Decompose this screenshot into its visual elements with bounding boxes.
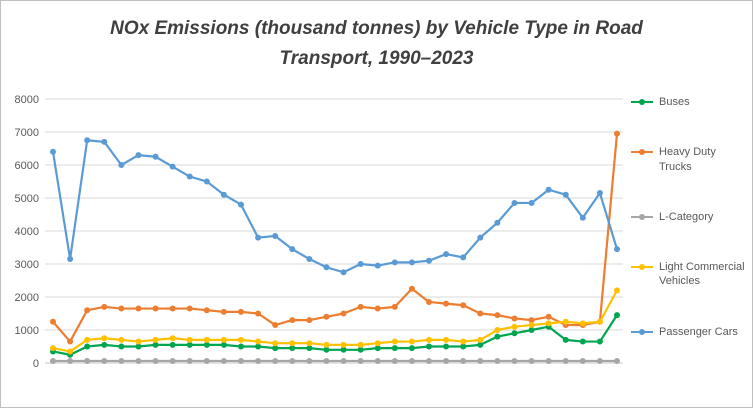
legend-item-heavy-duty-trucks[interactable]: Heavy Duty Trucks — [631, 145, 747, 174]
svg-text:6000: 6000 — [15, 160, 39, 172]
svg-text:1000: 1000 — [15, 325, 39, 337]
svg-text:4000: 4000 — [15, 226, 39, 238]
legend-line-marker-icon — [631, 146, 653, 158]
legend-line-marker-icon — [631, 211, 653, 223]
legend-label: L-Category — [659, 210, 714, 223]
legend-line-marker-icon — [631, 96, 653, 108]
legend-item-light-commercial-vehicles[interactable]: Light Commercial Vehicles — [631, 260, 747, 289]
series-l-category[interactable] — [50, 358, 620, 365]
svg-text:2000: 2000 — [15, 292, 39, 304]
plot-area: 0 1000 2000 3000 4000 5000 6000 7000 8000 — [15, 94, 623, 370]
svg-text:0: 0 — [33, 358, 39, 370]
svg-text:8000: 8000 — [15, 94, 39, 106]
legend-line-marker-icon — [631, 261, 653, 273]
legend-item-buses[interactable]: Buses — [631, 95, 747, 109]
legend-label: Buses — [659, 96, 690, 108]
legend-item-l-category[interactable]: L-Category — [631, 210, 747, 224]
series-heavy-duty-trucks[interactable] — [50, 130, 620, 345]
y-axis-tick-labels: 0 1000 2000 3000 4000 5000 6000 7000 8000 — [15, 94, 39, 370]
legend-item-passenger-cars[interactable]: Passenger Cars — [631, 325, 747, 339]
chart-title: NOx Emissions (thousand tonnes) by Vehic… — [110, 18, 643, 70]
gridlines — [45, 98, 623, 364]
legend-label: Light Commercial Vehicles — [659, 261, 745, 288]
series-passenger-cars[interactable] — [50, 137, 620, 276]
legend: Buses Heavy Duty Trucks L-Category Light Co… — [631, 95, 747, 339]
svg-text:7000: 7000 — [15, 127, 39, 139]
svg-text:5000: 5000 — [15, 193, 39, 205]
svg-text:3000: 3000 — [15, 259, 39, 271]
legend-line-marker-icon — [631, 326, 653, 338]
legend-label: Passenger Cars — [659, 325, 738, 338]
series-light-commercial-vehicles[interactable] — [50, 287, 620, 355]
legend-label: Heavy Duty Trucks — [659, 146, 716, 173]
